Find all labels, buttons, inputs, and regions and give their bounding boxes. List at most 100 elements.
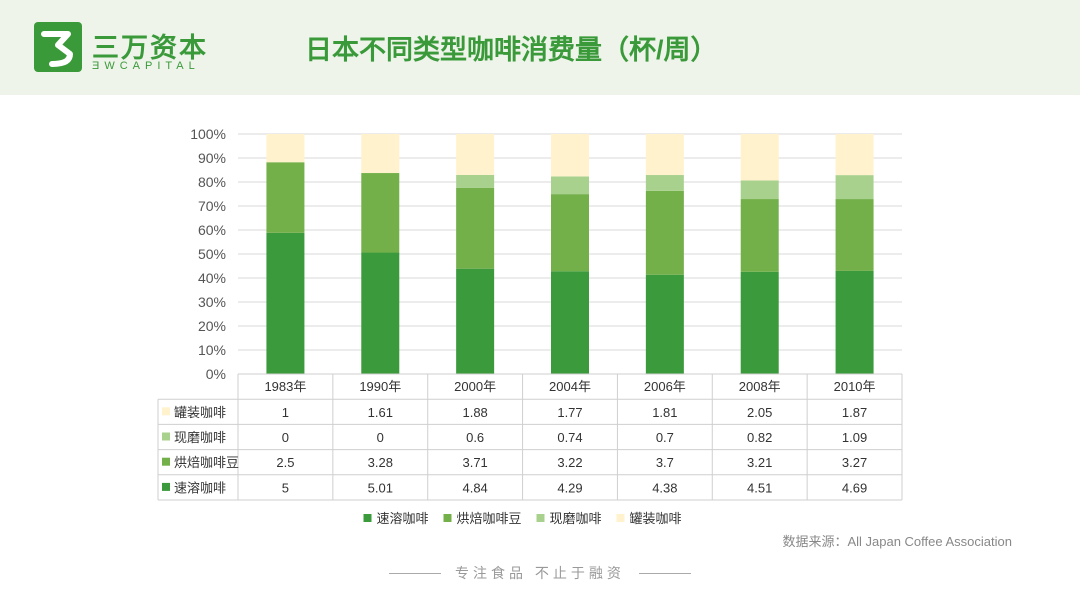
legend-key — [536, 514, 545, 522]
table-cell: 3.71 — [462, 455, 487, 470]
x-category-label: 2008年 — [739, 379, 781, 394]
y-tick-label: 70% — [198, 198, 226, 214]
bar-segment — [266, 232, 305, 374]
x-category-label: 1990年 — [359, 379, 401, 394]
y-axis-ticks: 0% 10% 20% 30% 40% 50% 60% 70% 80% 90% 100% — [190, 126, 226, 382]
bar-segment — [740, 199, 779, 272]
brand-logo: 三万资本 ƎWCAPITAL — [34, 22, 234, 78]
bar-segment — [740, 134, 779, 181]
table-legend-key — [162, 432, 170, 441]
table-cell: 1.81 — [652, 405, 677, 420]
y-tick-label: 40% — [198, 270, 226, 286]
y-tick-label: 100% — [190, 126, 226, 142]
table-cell: 3.7 — [656, 455, 674, 470]
bar-segment — [456, 134, 495, 175]
y-tick-label: 90% — [198, 150, 226, 166]
table-cell: 5 — [282, 480, 289, 495]
bar-segment — [361, 252, 400, 374]
y-tick-label: 60% — [198, 222, 226, 238]
table-cell: 0.82 — [747, 430, 772, 445]
bar-segment — [361, 173, 400, 253]
table-legend-key — [162, 482, 170, 491]
table-row-label: 烘焙咖啡豆 — [174, 455, 239, 470]
bar-segment — [456, 268, 495, 374]
legend-label: 烘焙咖啡豆 — [457, 511, 522, 526]
table-cell: 0.7 — [656, 430, 674, 445]
table-cell: 3.27 — [842, 455, 867, 470]
bar-segment — [551, 271, 589, 374]
footer-slogan-text: 专注食品 不止于融资 — [455, 565, 625, 581]
y-tick-label: 20% — [198, 318, 226, 334]
table-cell: 1.61 — [368, 405, 393, 420]
x-category-label: 2010年 — [834, 379, 876, 394]
legend-label: 现磨咖啡 — [550, 511, 602, 526]
table-cell: 4.84 — [462, 480, 487, 495]
legend-label: 罐装咖啡 — [630, 511, 682, 526]
bar-segment — [740, 180, 779, 200]
header-band: 三万资本 ƎWCAPITAL 日本不同类型咖啡消费量（杯/周） — [0, 0, 1080, 95]
x-category-label: 1983年 — [264, 379, 306, 394]
page-title: 日本不同类型咖啡消费量（杯/周） — [305, 35, 718, 65]
bar-segment — [645, 190, 684, 275]
chart-bars — [266, 134, 874, 374]
legend-label: 速溶咖啡 — [377, 511, 429, 526]
table-row-label: 速溶咖啡 — [174, 480, 226, 495]
table-cell: 0 — [282, 430, 289, 445]
table-cell: 0 — [377, 430, 384, 445]
bar-segment — [266, 162, 305, 233]
y-tick-label: 0% — [206, 366, 226, 382]
bar-segment — [361, 134, 400, 174]
table-cell: 3.22 — [557, 455, 582, 470]
brand-name-cn: 三万资本 — [92, 33, 208, 63]
bar-segment — [266, 134, 305, 163]
table-row-label: 现磨咖啡 — [174, 430, 226, 445]
x-category-label: 2004年 — [549, 379, 591, 394]
y-tick-label: 50% — [198, 246, 226, 262]
bar-segment — [456, 187, 495, 269]
bar-segment — [551, 134, 589, 177]
table-legend-key — [162, 407, 170, 416]
bar-segment — [835, 270, 874, 374]
legend-key — [616, 514, 625, 522]
bar-segment — [835, 199, 874, 271]
bar-segment — [551, 176, 589, 195]
table-cell: 4.51 — [747, 480, 772, 495]
bar-segment — [740, 271, 779, 374]
footer-slogan: 专注食品 不止于融资 — [0, 563, 1080, 583]
table-cell: 4.38 — [652, 480, 677, 495]
table-cell: 0.6 — [466, 430, 484, 445]
y-tick-label: 30% — [198, 294, 226, 310]
legend-key — [363, 514, 372, 522]
table-cell: 0.74 — [557, 430, 582, 445]
bar-segment — [645, 274, 684, 374]
table-row-label: 罐装咖啡 — [174, 405, 226, 420]
table-cell: 2.5 — [276, 455, 294, 470]
table-cell: 1.77 — [557, 405, 582, 420]
data-source-note: 数据来源：All Japan Coffee Association — [782, 534, 1012, 549]
footer-divider-right — [639, 572, 692, 574]
table-cell: 2.05 — [747, 405, 772, 420]
table-cell: 1 — [282, 405, 289, 420]
bar-segment — [456, 174, 495, 188]
chart-legend: 速溶咖啡 烘焙咖啡豆 现磨咖啡 罐装咖啡 — [363, 511, 682, 526]
x-category-label: 2006年 — [644, 379, 686, 394]
bar-segment — [835, 175, 874, 200]
bar-segment — [551, 194, 589, 272]
y-tick-label: 80% — [198, 174, 226, 190]
x-category-label: 2000年 — [454, 379, 496, 394]
table-cell: 1.88 — [462, 405, 487, 420]
table-cell: 4.69 — [842, 480, 867, 495]
y-tick-label: 10% — [198, 342, 226, 358]
brand-logo-icon — [34, 22, 82, 72]
table-cell: 3.21 — [747, 455, 772, 470]
table-cell: 5.01 — [368, 480, 393, 495]
bar-segment — [645, 175, 684, 191]
bar-segment — [645, 134, 684, 176]
table-cell: 1.09 — [842, 430, 867, 445]
footer-divider-left — [388, 572, 441, 574]
legend-key — [443, 514, 452, 522]
table-cell: 4.29 — [557, 480, 582, 495]
bar-segment — [835, 134, 874, 176]
